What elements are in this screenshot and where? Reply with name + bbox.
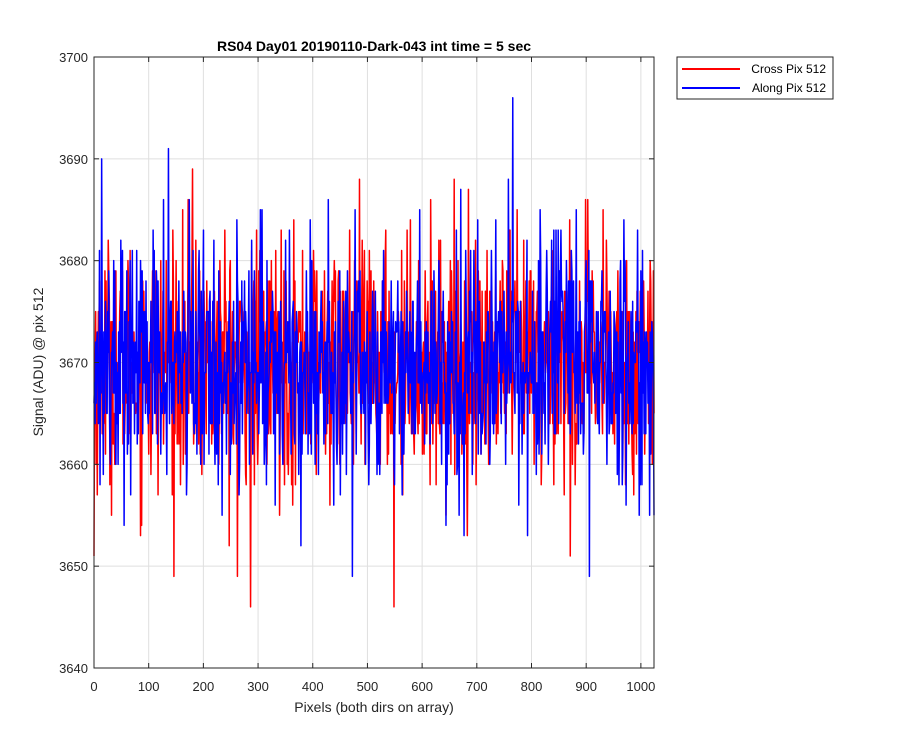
y-tick-label: 3660 bbox=[59, 457, 88, 472]
x-tick-label: 500 bbox=[357, 679, 379, 694]
series-line-along-pix-512 bbox=[93, 96, 655, 578]
x-tick-label: 800 bbox=[521, 679, 543, 694]
y-tick-label: 3640 bbox=[59, 661, 88, 676]
x-tick-label: 900 bbox=[575, 679, 597, 694]
x-tick-label: 100 bbox=[138, 679, 160, 694]
x-tick-label: 300 bbox=[247, 679, 269, 694]
legend-label-cross: Cross Pix 512 bbox=[751, 62, 826, 76]
x-tick-label: 600 bbox=[411, 679, 433, 694]
x-tick-label: 1000 bbox=[626, 679, 655, 694]
series-layer bbox=[93, 96, 655, 608]
legend: Cross Pix 512 Along Pix 512 bbox=[676, 56, 834, 100]
y-tick-label: 3680 bbox=[59, 254, 88, 269]
x-axis-label: Pixels (both dirs on array) bbox=[294, 699, 454, 715]
x-tick-label: 200 bbox=[193, 679, 215, 694]
legend-label-along: Along Pix 512 bbox=[752, 81, 826, 95]
legend-box bbox=[676, 56, 834, 100]
y-tick-label: 3690 bbox=[59, 152, 88, 167]
y-tick-label: 3650 bbox=[59, 559, 88, 574]
x-tick-label: 400 bbox=[302, 679, 324, 694]
y-axis-label: Signal (ADU) @ pix 512 bbox=[30, 287, 46, 436]
ticks: 0 100 200 300 400 500 600 700 800 900 1000 3640 3650… bbox=[59, 50, 655, 694]
x-tick-label: 700 bbox=[466, 679, 488, 694]
x-tick-label: 0 bbox=[90, 679, 97, 694]
chart-title: RS04 Day01 20190110-Dark-043 int time = … bbox=[217, 38, 531, 54]
y-tick-label: 3670 bbox=[59, 356, 88, 371]
y-tick-label: 3700 bbox=[59, 50, 88, 65]
